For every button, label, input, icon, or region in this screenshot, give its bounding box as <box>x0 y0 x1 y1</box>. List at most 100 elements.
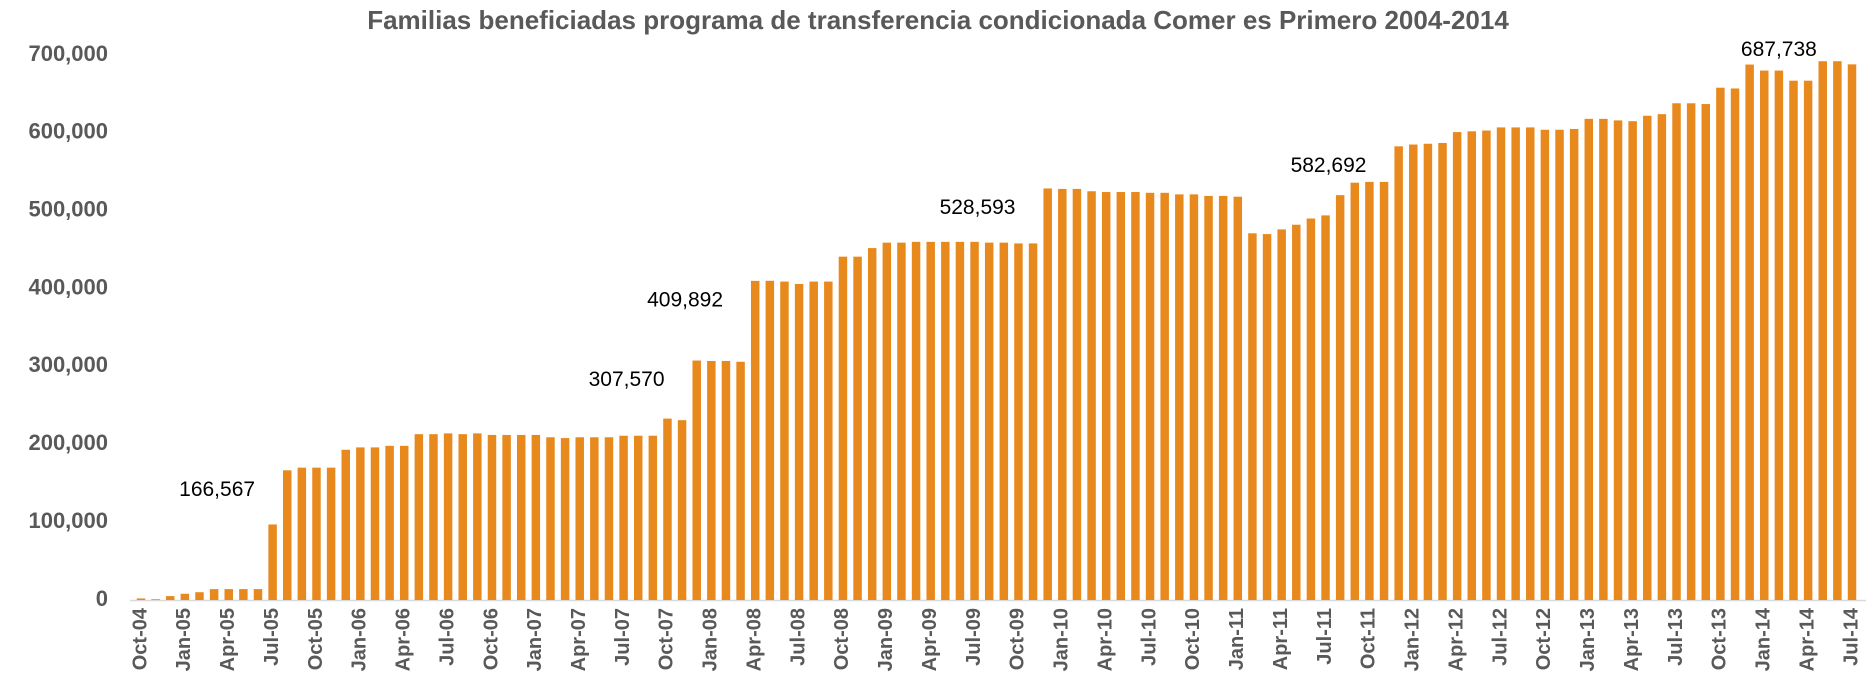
y-tick-label: 500,000 <box>28 197 108 222</box>
bar <box>619 435 628 600</box>
x-tick-label: Apr-06 <box>393 608 415 671</box>
bar <box>473 433 482 600</box>
x-tick-label: Jan-07 <box>524 608 546 671</box>
x-tick-label: Oct-04 <box>129 607 151 670</box>
bar <box>1584 118 1594 600</box>
bar <box>326 467 336 600</box>
bar <box>575 437 584 600</box>
bar <box>736 361 745 600</box>
bar <box>502 434 511 600</box>
bar <box>209 589 219 600</box>
data-label: 528,593 <box>940 196 1016 219</box>
bar <box>1101 192 1111 600</box>
bar <box>1438 142 1447 600</box>
bar <box>1014 243 1023 600</box>
bar <box>1321 215 1330 600</box>
bar <box>1160 192 1169 601</box>
bar <box>180 593 190 600</box>
bar <box>867 248 877 601</box>
bar <box>1116 192 1126 600</box>
bar <box>1672 103 1681 601</box>
bar <box>1233 196 1243 600</box>
bar <box>1028 243 1038 600</box>
bar <box>1774 70 1784 601</box>
bar <box>941 241 950 600</box>
x-tick-label: Apr-14 <box>1796 607 1818 671</box>
bar <box>1379 181 1389 600</box>
bar <box>136 598 146 600</box>
y-tick-label: 300,000 <box>28 352 108 377</box>
bar <box>765 280 775 600</box>
bar <box>1628 121 1637 600</box>
bar <box>1540 129 1550 600</box>
bar <box>1072 188 1082 600</box>
bar <box>648 435 658 600</box>
x-tick-label: Jul-05 <box>261 608 283 666</box>
bar <box>1335 195 1345 600</box>
x-tick-label: Apr-08 <box>743 608 765 671</box>
bar <box>1145 192 1155 601</box>
data-label: 307,570 <box>589 368 665 391</box>
bar <box>1496 127 1506 601</box>
bar <box>487 434 497 600</box>
bar <box>1043 188 1052 601</box>
bar <box>370 447 380 600</box>
x-tick-label: Apr-09 <box>919 608 941 671</box>
bar <box>721 360 731 600</box>
bar <box>239 589 248 600</box>
x-tick-label: Jan-11 <box>1226 608 1248 670</box>
bar <box>546 437 555 600</box>
bar <box>882 242 892 600</box>
x-tick-label: Oct-11 <box>1358 608 1380 669</box>
x-tick-label: Jan-13 <box>1577 608 1599 671</box>
bar <box>1847 64 1857 601</box>
bar <box>750 280 760 600</box>
x-tick-label: Oct-07 <box>656 608 678 670</box>
x-tick-label: Apr-10 <box>1094 608 1116 671</box>
bar <box>1482 130 1491 600</box>
x-tick-label: Apr-11 <box>1270 608 1292 670</box>
bar <box>999 242 1009 600</box>
bar <box>312 467 321 600</box>
x-tick-label: Apr-12 <box>1445 608 1467 671</box>
bar <box>1248 233 1257 601</box>
bar <box>151 599 160 600</box>
bar <box>590 437 599 600</box>
bar <box>1686 103 1696 601</box>
bar <box>1189 194 1199 600</box>
bar <box>1789 80 1798 600</box>
y-tick-label: 700,000 <box>28 41 108 66</box>
bar <box>1599 118 1608 600</box>
bar <box>794 283 804 600</box>
bar <box>633 435 643 600</box>
y-tick-label: 400,000 <box>28 274 108 299</box>
x-tick-label: Oct-06 <box>480 608 502 670</box>
bar <box>1613 120 1623 601</box>
bar <box>677 420 687 600</box>
bar <box>1555 129 1564 600</box>
bar <box>1745 64 1754 600</box>
bar <box>1760 70 1769 601</box>
bar <box>970 241 979 600</box>
data-label: 409,892 <box>647 288 723 311</box>
x-tick-label: Jul-09 <box>963 608 985 666</box>
bar <box>1818 61 1827 600</box>
bar <box>1306 218 1316 600</box>
bar <box>195 592 204 600</box>
bar <box>399 445 409 600</box>
bar <box>897 242 906 600</box>
x-tick-label: Jul-06 <box>436 608 458 666</box>
bar <box>955 241 965 600</box>
bar <box>297 467 307 600</box>
bar <box>984 242 994 600</box>
chart-title: Familias beneficiadas programa de transf… <box>367 5 1509 35</box>
bar <box>1175 194 1184 600</box>
bar <box>1087 191 1096 600</box>
bar <box>385 445 394 600</box>
bar <box>1204 195 1213 600</box>
bar <box>1730 88 1740 600</box>
x-tick-label: Oct-13 <box>1709 608 1731 670</box>
bar <box>692 360 701 600</box>
bar <box>1452 132 1462 601</box>
